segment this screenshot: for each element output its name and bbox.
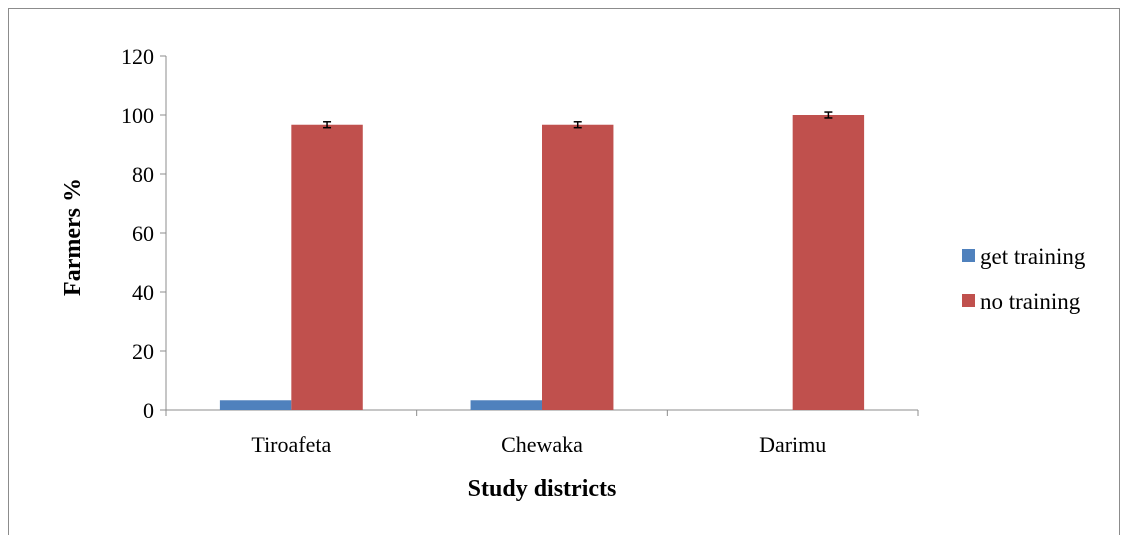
y-tick-label: 20: [132, 339, 154, 364]
y-tick-label: 120: [121, 44, 154, 69]
x-category-label: Tiroafeta: [251, 432, 331, 457]
bar-no-training-chewaka: [542, 124, 614, 411]
x-category-label: Darimu: [759, 432, 826, 457]
legend-label: get training: [980, 244, 1086, 269]
legend-swatch-get-training: [962, 249, 975, 262]
x-axis: Tiroafeta Chewaka Darimu: [165, 409, 919, 457]
x-axis-title: Study districts: [468, 476, 617, 502]
bars: [219, 111, 865, 411]
legend-label: no training: [980, 289, 1081, 314]
legend: get training no training: [962, 244, 1086, 314]
y-tick-label: 0: [143, 398, 154, 423]
bar-no-training-tiroafeta: [291, 124, 363, 411]
bar-get-training-chewaka: [470, 400, 542, 410]
legend-swatch-no-training: [962, 294, 975, 307]
bar-no-training-darimu: [792, 115, 865, 410]
y-tick-label: 40: [132, 280, 154, 305]
y-axis-title: Farmers %: [60, 178, 86, 296]
y-tick-label: 80: [132, 162, 154, 187]
y-axis: 0 20 40 60 80 100 120: [121, 44, 167, 423]
y-tick-label: 60: [132, 221, 154, 246]
y-tick-label: 100: [121, 103, 154, 128]
bar-get-training-tiroafeta: [219, 400, 292, 410]
x-category-label: Chewaka: [501, 432, 583, 457]
